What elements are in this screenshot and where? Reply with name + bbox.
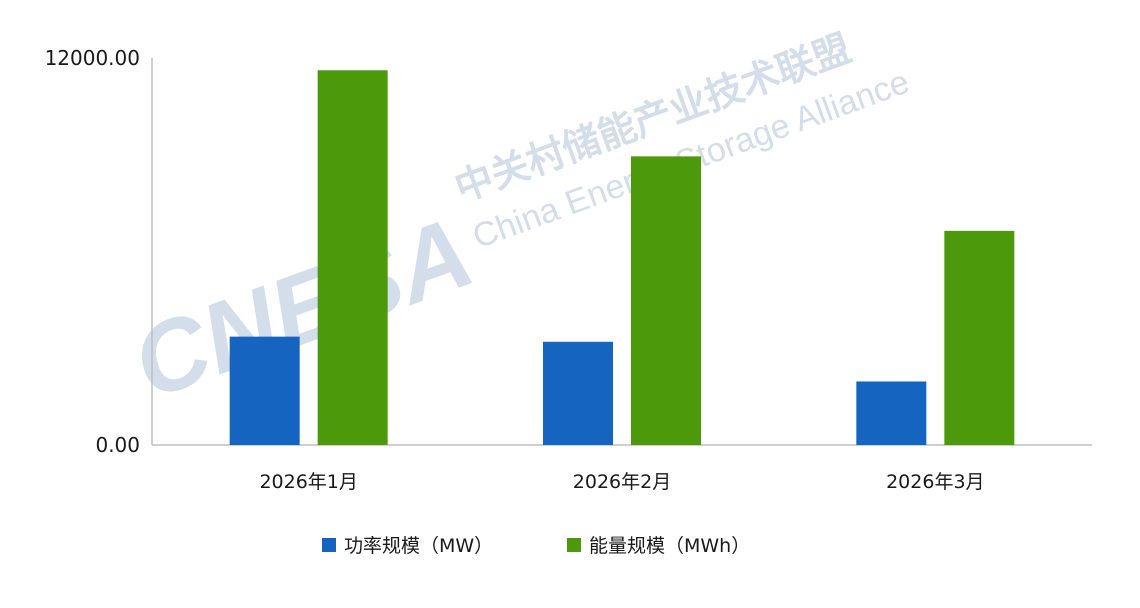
bar-series0-0 bbox=[229, 336, 300, 445]
x-tick-label: 2026年2月 bbox=[573, 471, 671, 493]
watermark-logo: CNESA bbox=[119, 196, 486, 421]
x-tick-label: 2026年1月 bbox=[259, 471, 357, 493]
legend: 功率规模（MW） 能量规模（MWh） bbox=[322, 535, 750, 557]
bar-series1-0 bbox=[317, 70, 388, 445]
bar-series0-1 bbox=[543, 341, 613, 445]
legend-label: 能量规模（MWh） bbox=[589, 535, 750, 557]
x-tick-label: 2026年3月 bbox=[886, 471, 984, 493]
legend-label: 功率规模（MW） bbox=[344, 535, 493, 557]
y-tick-label: 12000.00 bbox=[45, 46, 140, 70]
bar-series1-2 bbox=[944, 230, 1015, 445]
bars-layer bbox=[229, 70, 1015, 446]
labels-layer: 0.00 12000.00 2026年1月 2026年2月 2026年3月 bbox=[45, 46, 985, 493]
y-tick-label: 0.00 bbox=[95, 433, 140, 457]
bar-series0-2 bbox=[856, 381, 927, 445]
legend-swatch bbox=[322, 538, 336, 552]
bar-series1-1 bbox=[631, 156, 701, 446]
legend-swatch bbox=[567, 538, 581, 552]
